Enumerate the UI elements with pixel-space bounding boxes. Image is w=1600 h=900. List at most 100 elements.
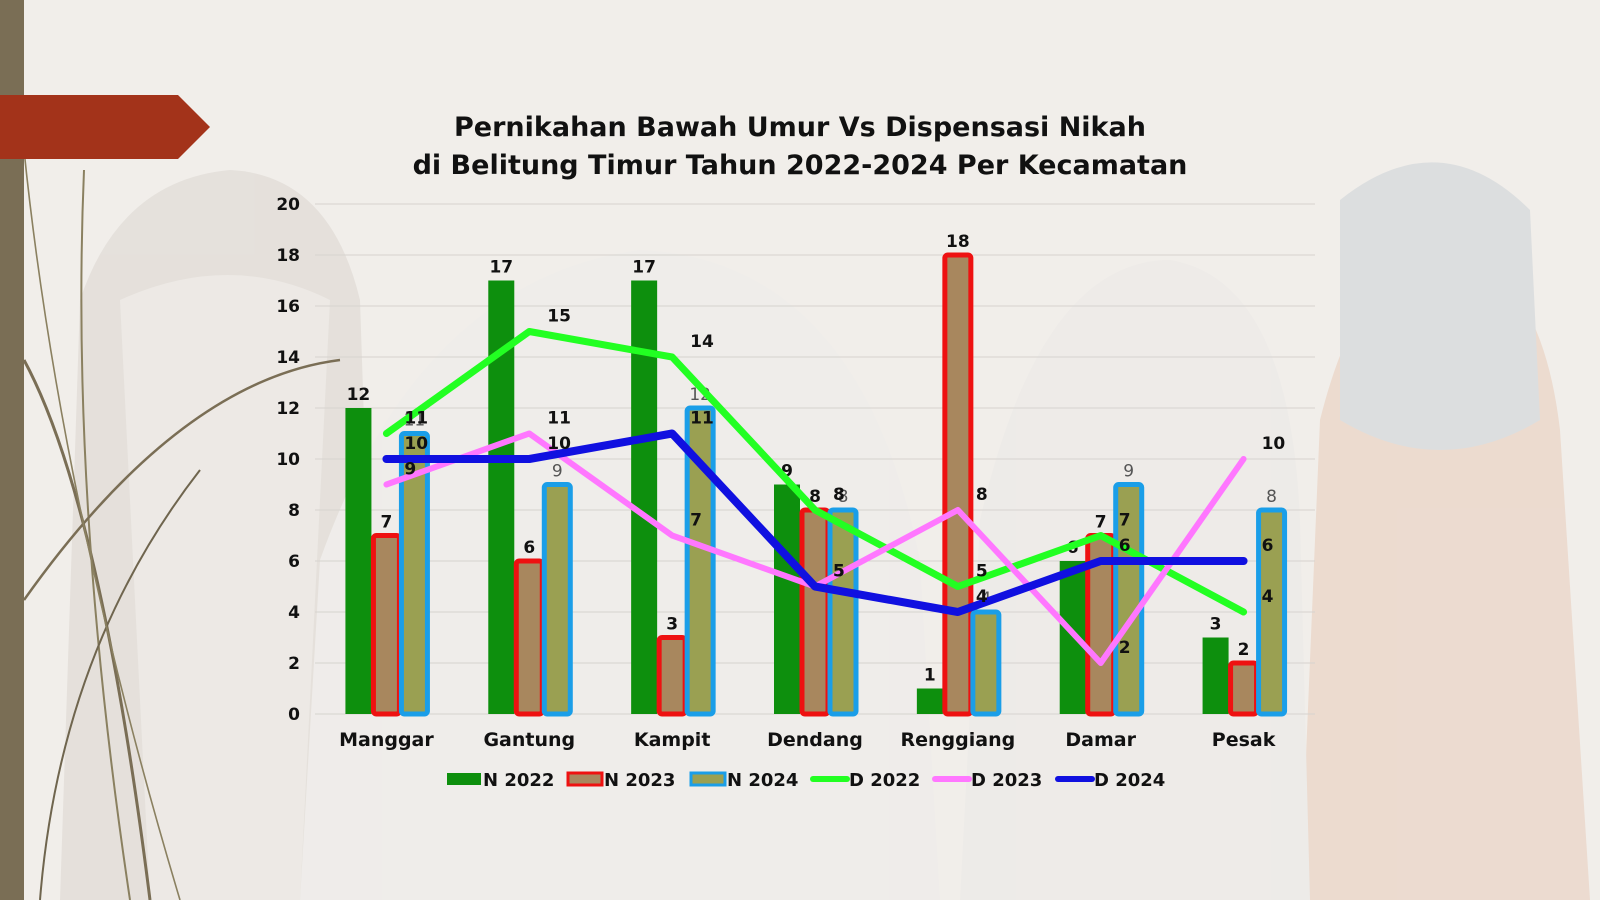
legend-item: N 2022 bbox=[447, 770, 554, 791]
bar-n-2024 bbox=[970, 609, 1002, 717]
line-value-label: 5 bbox=[833, 562, 845, 582]
legend-item: D 2022 bbox=[810, 770, 920, 791]
bar-value-label: 9 bbox=[1123, 462, 1134, 482]
y-tick-label: 12 bbox=[276, 399, 300, 419]
bar-value-label: 17 bbox=[632, 258, 656, 278]
bar-n-2023 bbox=[513, 558, 545, 717]
bar-value-label: 3 bbox=[1210, 615, 1222, 635]
line-value-label: 7 bbox=[1119, 511, 1131, 531]
y-tick-label: 20 bbox=[276, 195, 300, 215]
bar-n-2022 bbox=[631, 280, 658, 714]
bar-value-label: 12 bbox=[347, 385, 371, 405]
bar-n-2022 bbox=[774, 484, 800, 714]
line-value-label: 2 bbox=[1119, 638, 1131, 658]
bar-n-2023 bbox=[1228, 660, 1260, 717]
bar-value-label: 8 bbox=[838, 487, 849, 507]
line-value-label: 11 bbox=[404, 409, 428, 429]
x-category-label: Pesak bbox=[1212, 729, 1276, 751]
bar-value-label: 9 bbox=[552, 462, 563, 482]
line-value-label: 8 bbox=[976, 485, 988, 505]
bar-n-2024 bbox=[827, 507, 859, 717]
x-category-label: Manggar bbox=[339, 729, 434, 751]
line-value-label: 6 bbox=[1119, 536, 1131, 556]
legend-label: D 2022 bbox=[849, 770, 920, 791]
bar-value-label: 2 bbox=[1238, 640, 1250, 660]
legend-label: D 2024 bbox=[1094, 770, 1165, 791]
y-tick-label: 8 bbox=[288, 501, 300, 521]
x-category-label: Kampit bbox=[634, 729, 711, 751]
legend-label: D 2023 bbox=[971, 770, 1042, 791]
line-value-label: 10 bbox=[547, 434, 571, 454]
legend-swatch bbox=[566, 771, 604, 787]
bar-value-label: 9 bbox=[781, 462, 793, 482]
y-tick-label: 4 bbox=[288, 603, 300, 623]
bar-n-2022 bbox=[345, 408, 372, 714]
bar-value-label: 6 bbox=[523, 538, 535, 558]
background-illustration bbox=[60, 162, 1590, 900]
line-d-2024 bbox=[382, 429, 1248, 616]
bar-n-2024 bbox=[1256, 507, 1288, 717]
bar-n-2022 bbox=[1059, 561, 1086, 714]
y-tick-label: 16 bbox=[276, 297, 300, 317]
lines bbox=[382, 328, 1248, 666]
bars bbox=[345, 252, 1288, 717]
y-axis-ticks: 0 2 4 6 8 10 12 14 16 18 20 bbox=[276, 195, 300, 725]
line-value-label: 11 bbox=[690, 409, 714, 429]
bar-value-label: 8 bbox=[809, 487, 821, 507]
legend-swatch bbox=[689, 771, 727, 787]
bar-n-2024 bbox=[398, 431, 430, 717]
bar-value-label: 17 bbox=[489, 258, 513, 278]
y-tick-label: 2 bbox=[288, 654, 300, 674]
legend-item: N 2023 bbox=[566, 770, 675, 791]
line-d-2022 bbox=[382, 328, 1248, 616]
x-category-label: Gantung bbox=[483, 729, 575, 751]
y-tick-label: 10 bbox=[276, 450, 300, 470]
bar-n-2023 bbox=[799, 507, 831, 717]
line-value-label: 6 bbox=[1262, 536, 1274, 556]
legend-item: D 2023 bbox=[932, 770, 1042, 791]
bar-n-2022 bbox=[916, 688, 943, 714]
bar-value-label: 18 bbox=[946, 232, 970, 252]
bar-value-label: 1 bbox=[924, 666, 936, 686]
x-axis-categories: Manggar Gantung Kampit Dendang Renggiang Dama… bbox=[339, 729, 1276, 751]
chart-title-line-1: Pernikahan Bawah Umur Vs Dispensasi Nika… bbox=[454, 112, 1146, 143]
legend-swatch bbox=[447, 773, 481, 785]
bar-n-2023 bbox=[942, 252, 974, 717]
line-value-label: 15 bbox=[547, 307, 571, 327]
bar-n-2024 bbox=[684, 405, 716, 717]
bar-value-label: 7 bbox=[1095, 513, 1107, 533]
y-tick-label: 18 bbox=[276, 246, 300, 266]
x-category-label: Damar bbox=[1065, 729, 1136, 751]
legend-label: N 2024 bbox=[727, 770, 798, 791]
line-value-label: 10 bbox=[404, 434, 428, 454]
accent-arrow bbox=[0, 95, 210, 159]
line-value-label: 11 bbox=[547, 409, 571, 429]
bar-n-2024 bbox=[541, 482, 573, 717]
bar-n-2022 bbox=[1202, 637, 1229, 714]
bar-value-label: 7 bbox=[381, 513, 393, 533]
legend-label: N 2022 bbox=[483, 770, 554, 791]
bar-n-2023 bbox=[656, 635, 688, 717]
chart-title: Pernikahan Bawah Umur Vs Dispensasi Nika… bbox=[413, 112, 1188, 181]
legend: N 2022 N 2023 N 2024 D 2022 D 2023 D 2024 bbox=[447, 770, 1165, 791]
y-tick-label: 6 bbox=[288, 552, 300, 572]
chart-title-line-2: di Belitung Timur Tahun 2022-2024 Per Ke… bbox=[413, 150, 1188, 181]
background-panel bbox=[24, 0, 1600, 900]
legend-item: D 2024 bbox=[1055, 770, 1165, 791]
line-value-label: 14 bbox=[690, 332, 714, 352]
line-value-label: 9 bbox=[404, 460, 416, 480]
bar-n-2023 bbox=[370, 533, 402, 717]
line-value-label: 8 bbox=[833, 485, 845, 505]
line-value-label: 10 bbox=[1262, 434, 1286, 454]
line-value-label: 5 bbox=[976, 562, 988, 582]
line-value-label: 7 bbox=[690, 511, 702, 531]
line-value-label: 5 bbox=[833, 562, 845, 582]
bar-value-label: 8 bbox=[1266, 487, 1277, 507]
x-category-label: Dendang bbox=[767, 729, 863, 751]
legend-label: N 2023 bbox=[604, 770, 675, 791]
x-category-label: Renggiang bbox=[900, 729, 1015, 751]
y-tick-label: 0 bbox=[288, 705, 300, 725]
